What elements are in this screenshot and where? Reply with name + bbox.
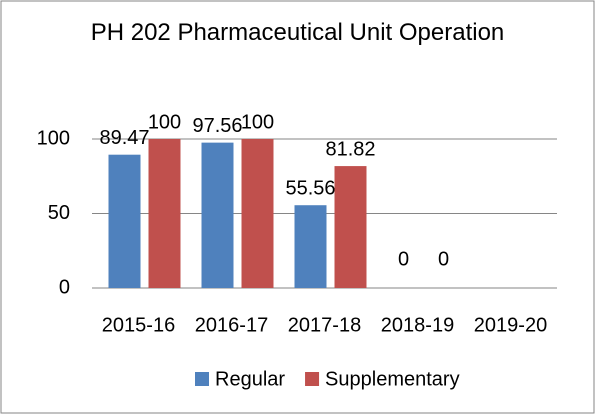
data-label: 55.56 [285, 177, 335, 199]
y-tick-label: 100 [37, 127, 70, 149]
legend-swatch [195, 372, 209, 386]
y-tick-label: 50 [48, 202, 70, 224]
data-label: 97.56 [192, 115, 242, 137]
bar [334, 166, 367, 288]
bar [108, 154, 141, 288]
data-label: 100 [148, 111, 181, 133]
x-tick-label: 2016-17 [195, 314, 268, 336]
x-tick-label: 2017-18 [288, 314, 361, 336]
bar [148, 139, 181, 288]
data-label: 89.47 [99, 127, 149, 149]
data-label: 100 [241, 111, 274, 133]
legend-label: Regular [215, 368, 285, 390]
chart-title: PH 202 Pharmaceutical Unit Operation [90, 19, 505, 46]
legend-swatch [305, 372, 320, 386]
x-tick-label: 2019-20 [474, 314, 547, 336]
legend-label: Supplementary [325, 368, 460, 390]
bar [241, 139, 274, 288]
x-tick-label: 2018-19 [381, 314, 454, 336]
data-label: 0 [398, 248, 409, 270]
bar [294, 205, 327, 288]
data-label: 81.82 [325, 138, 375, 160]
y-tick-label: 0 [59, 276, 70, 298]
data-label: 0 [438, 248, 449, 270]
bar [201, 142, 234, 288]
x-tick-label: 2015-16 [102, 314, 175, 336]
